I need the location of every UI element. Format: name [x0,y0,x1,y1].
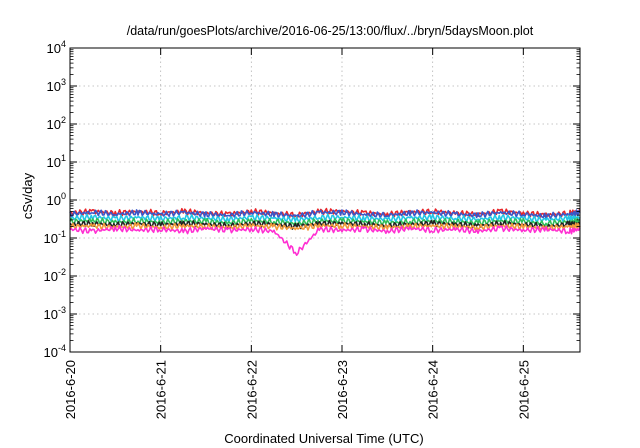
y-axis-label: cSv/day [20,172,35,219]
series-line [69,222,581,232]
x-tick-label: 2016-6-25 [516,360,531,419]
series-lines [69,207,581,256]
x-tick-label: 2016-6-21 [154,360,169,419]
x-tick-label: 2016-6-24 [426,360,441,419]
y-tick-label: 104 [47,39,66,56]
series-line [69,224,581,256]
y-tick-label: 101 [47,153,66,170]
y-tick-label: 10-4 [44,343,66,360]
y-tick-label: 10-3 [44,305,66,322]
y-tick-label: 103 [47,77,66,94]
chart-title: /data/run/goesPlots/archive/2016-06-25/1… [127,24,534,38]
y-tick-label: 10-2 [44,267,66,284]
series-line [69,207,581,219]
y-tick-label: 100 [47,191,66,208]
y-tick-label: 102 [47,115,66,132]
x-tick-labels: 2016-6-20 2016-6-21 2016-6-22 2016-6-23 2016… [63,360,531,419]
axis-ticks [69,47,580,353]
x-axis-label: Coordinated Universal Time (UTC) [224,431,423,446]
x-tick-label: 2016-6-20 [63,360,78,419]
x-tick-label: 2016-6-22 [244,360,259,419]
y-tick-labels: 10-4 10-3 10-2 10-1 100 101 102 103 104 [44,39,66,360]
x-tick-label: 2016-6-23 [335,360,350,419]
series-line [69,209,581,220]
y-tick-label: 10-1 [44,229,66,246]
grid [70,48,580,352]
